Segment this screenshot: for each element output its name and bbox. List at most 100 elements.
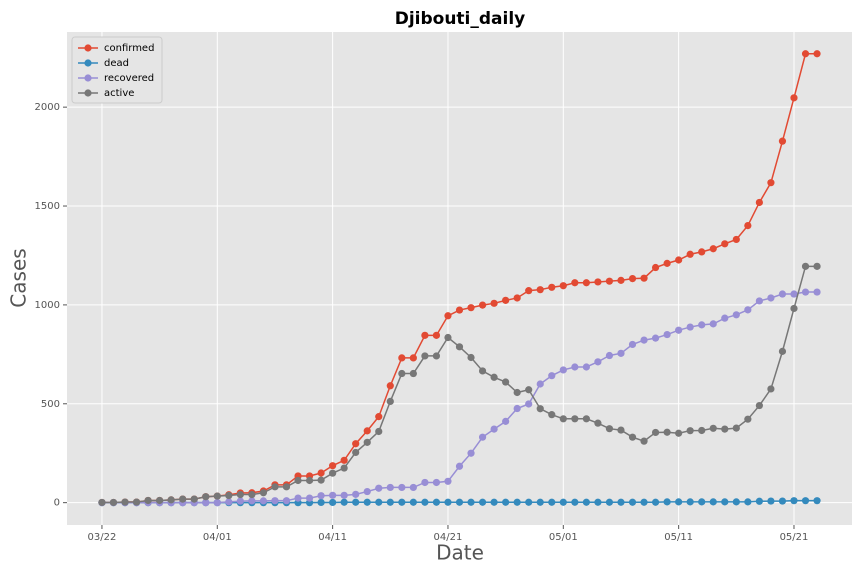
point (801, 262, 810, 270)
point (617, 426, 625, 434)
point (675, 256, 683, 264)
point (340, 464, 348, 472)
point (167, 496, 175, 504)
point (790, 497, 798, 505)
point (421, 498, 429, 506)
point (778, 347, 787, 355)
point (305, 494, 314, 502)
point (156, 496, 164, 505)
point (778, 290, 787, 298)
point (432, 331, 441, 339)
point (801, 288, 810, 296)
point (698, 321, 706, 329)
point (467, 449, 475, 457)
point (525, 400, 533, 408)
point (698, 426, 706, 435)
point (132, 498, 141, 506)
point (363, 498, 371, 506)
point (317, 498, 325, 507)
point (317, 476, 325, 484)
point (594, 498, 602, 506)
point (490, 425, 498, 433)
point (744, 498, 752, 506)
point (790, 94, 798, 102)
point (732, 235, 740, 244)
point (271, 483, 279, 491)
point (813, 288, 821, 296)
point (675, 498, 683, 506)
y-axis-label: Cases (7, 248, 31, 307)
point (628, 498, 637, 506)
point (709, 320, 717, 328)
point (294, 494, 302, 502)
point (605, 425, 614, 433)
point (179, 495, 187, 503)
point (651, 334, 660, 342)
x-tick-label: 03/22 (88, 532, 117, 543)
point (732, 424, 740, 432)
point (467, 353, 475, 362)
point (340, 456, 348, 464)
point (640, 498, 648, 506)
point (732, 311, 740, 319)
point (213, 499, 221, 507)
point (686, 427, 694, 435)
point (813, 262, 821, 270)
point (490, 373, 498, 381)
point (790, 290, 798, 298)
point (409, 369, 417, 378)
point (548, 283, 556, 291)
point (582, 363, 590, 371)
point (352, 498, 360, 506)
point (778, 137, 787, 145)
point (663, 330, 671, 339)
point (202, 499, 210, 507)
point (282, 483, 291, 491)
point (571, 498, 579, 506)
point (628, 274, 637, 283)
point (444, 312, 452, 320)
legend-label: recovered (104, 73, 154, 84)
point (721, 498, 729, 506)
point (502, 417, 510, 425)
point (409, 498, 417, 506)
point (605, 277, 614, 285)
legend-marker (84, 89, 92, 97)
point (109, 498, 118, 507)
point (709, 245, 717, 253)
point (651, 498, 660, 506)
point (329, 469, 337, 477)
x-tick-label: 05/01 (549, 532, 578, 543)
point (144, 496, 152, 505)
x-tick-label: 05/21 (780, 532, 809, 543)
point (478, 301, 487, 309)
point (248, 490, 256, 499)
point (744, 222, 752, 230)
y-tick-label: 500 (41, 399, 60, 410)
point (398, 369, 406, 378)
point (329, 498, 337, 507)
point (398, 483, 406, 492)
point (259, 489, 268, 497)
point (340, 491, 348, 499)
point (478, 367, 487, 375)
point (813, 497, 821, 505)
point (352, 440, 360, 448)
legend-label: dead (104, 58, 129, 69)
point (663, 428, 671, 436)
point (444, 498, 452, 506)
point (363, 427, 371, 435)
point (651, 263, 660, 272)
point (675, 326, 683, 334)
point (421, 331, 429, 339)
legend-marker (84, 44, 92, 52)
point (548, 372, 556, 380)
point (236, 490, 244, 499)
point (767, 179, 775, 187)
point (813, 50, 821, 58)
legend-label: active (104, 88, 134, 99)
point (721, 425, 729, 433)
point (571, 279, 579, 287)
point (790, 304, 798, 313)
point (375, 413, 383, 421)
